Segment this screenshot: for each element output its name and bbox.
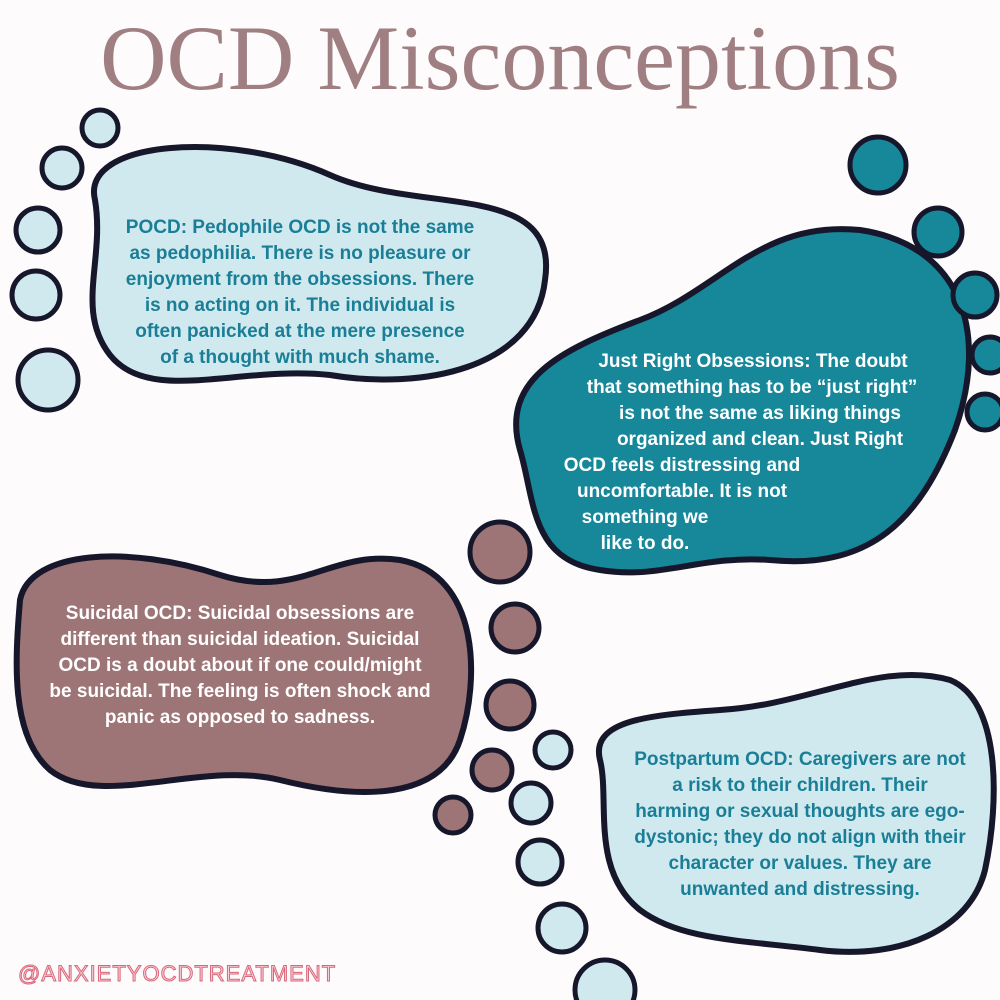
toe	[535, 901, 589, 955]
toe	[532, 729, 574, 771]
footprint-text: Suicidal OCD: Suicidal obsessions are	[66, 603, 414, 624]
toe	[911, 205, 965, 259]
footprint-text: is not the same as liking things	[619, 403, 901, 424]
footprint-text: character or values. They are	[669, 853, 932, 874]
foot-sole	[513, 226, 973, 576]
footprint-text: something we	[582, 507, 709, 528]
toe	[9, 268, 63, 322]
toe	[969, 334, 1000, 376]
toe	[508, 780, 554, 826]
foot-sole	[89, 144, 550, 384]
footprint: Suicidal OCD: Suicidal obsessions are dif…	[13, 519, 542, 836]
footprint-text: like to do.	[601, 533, 690, 554]
footprint-text: organized and clean. Just Right	[617, 429, 904, 450]
footprint-text: enjoyment from the obsessions. There	[126, 269, 474, 290]
footprint-text: OCD is a doubt about if one could/might	[58, 655, 422, 676]
footprint-text: is no acting on it. The individual is	[145, 295, 455, 316]
handle: @ANXIETYOCDTREATMENT	[18, 961, 336, 986]
footprint-text: OCD feels distressing and	[564, 455, 801, 476]
footprint-text: Postpartum OCD: Caregivers are not	[634, 749, 966, 770]
toe	[488, 601, 542, 655]
footprint-text: panic as opposed to sadness.	[105, 707, 375, 728]
footprint-text: a risk to their children. Their	[672, 775, 928, 796]
toe	[39, 145, 85, 191]
footprint-text: that something has to be “just right”	[587, 377, 917, 398]
toe	[432, 794, 474, 836]
toe	[964, 391, 1000, 433]
footprint-text: Just Right Obsessions: The doubt	[598, 351, 908, 372]
toe	[950, 270, 1000, 320]
footprint: Just Right Obsessions: The doubt that som…	[513, 134, 1000, 576]
toe	[572, 957, 638, 1000]
foot-sole	[595, 671, 997, 955]
footprint-text: uncomfortable. It is not	[577, 481, 788, 502]
footprint-text: be suicidal. The feeling is often shock …	[49, 681, 430, 702]
footprint-text: POCD: Pedophile OCD is not the same	[126, 217, 474, 238]
toe	[469, 747, 515, 793]
title: OCD Misconceptions	[100, 7, 900, 109]
toe	[79, 107, 121, 149]
foot-sole	[13, 553, 475, 795]
toe	[515, 837, 565, 887]
footprint-text: as pedophilia. There is no pleasure or	[129, 243, 471, 264]
toe	[467, 519, 533, 585]
toe	[483, 678, 537, 732]
footprint-text: of a thought with much shame.	[160, 347, 440, 368]
footprint-text: different than suicidal ideation. Suicid…	[61, 629, 420, 650]
footprint: Postpartum OCD: Caregivers are not a risk…	[508, 671, 997, 1000]
toe	[13, 205, 63, 255]
footprint-text: unwanted and distressing.	[680, 879, 920, 900]
footprint-text: harming or sexual thoughts are ego-	[635, 801, 964, 822]
footprint-text: often panicked at the mere presence	[135, 321, 464, 342]
toe	[847, 134, 909, 196]
toe	[15, 347, 81, 413]
footprint: POCD: Pedophile OCD is not the same as pe…	[9, 107, 550, 413]
footprint-text: dystonic; they do not align with their	[634, 827, 966, 848]
